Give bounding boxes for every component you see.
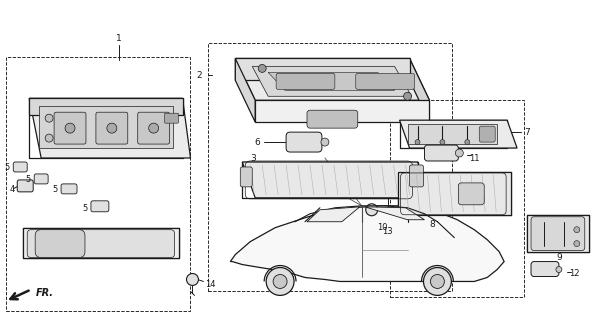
Circle shape [440, 140, 445, 145]
FancyBboxPatch shape [356, 73, 415, 89]
Text: 14: 14 [206, 280, 216, 289]
Circle shape [273, 275, 287, 288]
Text: 2: 2 [197, 71, 203, 80]
FancyBboxPatch shape [96, 112, 127, 144]
FancyBboxPatch shape [165, 113, 179, 123]
FancyBboxPatch shape [54, 112, 86, 144]
FancyBboxPatch shape [531, 261, 559, 276]
FancyBboxPatch shape [35, 230, 85, 258]
Text: 13: 13 [382, 227, 392, 236]
Polygon shape [29, 98, 182, 115]
FancyBboxPatch shape [307, 110, 358, 128]
Polygon shape [231, 206, 504, 282]
Text: 5: 5 [82, 204, 87, 213]
FancyBboxPatch shape [61, 184, 77, 194]
Circle shape [45, 134, 53, 142]
Polygon shape [307, 207, 360, 222]
Circle shape [455, 149, 464, 157]
Text: 10: 10 [377, 223, 387, 232]
Circle shape [65, 123, 75, 133]
Polygon shape [29, 98, 190, 158]
Circle shape [366, 204, 378, 216]
FancyBboxPatch shape [276, 73, 335, 89]
Polygon shape [235, 59, 409, 80]
Circle shape [45, 114, 53, 122]
Text: 1: 1 [116, 34, 121, 43]
Polygon shape [23, 228, 179, 258]
Circle shape [465, 140, 470, 145]
Text: 9: 9 [556, 253, 562, 262]
Polygon shape [268, 72, 395, 90]
Polygon shape [39, 106, 173, 148]
Circle shape [266, 268, 294, 295]
FancyBboxPatch shape [409, 165, 423, 187]
Circle shape [556, 267, 562, 273]
Circle shape [423, 268, 451, 295]
Polygon shape [252, 67, 412, 96]
Circle shape [187, 274, 198, 285]
Circle shape [574, 227, 580, 233]
FancyBboxPatch shape [17, 180, 33, 192]
FancyBboxPatch shape [425, 145, 458, 161]
Text: 12: 12 [569, 269, 579, 278]
Text: 11: 11 [469, 154, 480, 163]
Polygon shape [255, 100, 429, 122]
Circle shape [321, 138, 329, 146]
Text: 5: 5 [52, 185, 57, 194]
Polygon shape [398, 172, 511, 215]
Circle shape [107, 123, 117, 133]
Circle shape [431, 275, 445, 288]
Text: 5: 5 [25, 175, 30, 184]
Bar [209, 43, 453, 292]
FancyBboxPatch shape [13, 162, 27, 172]
Circle shape [574, 241, 580, 247]
Polygon shape [242, 162, 431, 198]
Bar [390, 100, 524, 297]
FancyBboxPatch shape [91, 201, 109, 212]
FancyBboxPatch shape [479, 126, 495, 142]
Bar [6, 58, 190, 311]
Circle shape [415, 140, 420, 145]
FancyBboxPatch shape [138, 112, 170, 144]
FancyBboxPatch shape [240, 167, 252, 187]
Text: 8: 8 [429, 220, 435, 229]
FancyBboxPatch shape [34, 174, 48, 184]
Circle shape [149, 123, 159, 133]
Polygon shape [235, 59, 255, 122]
Text: 5: 5 [4, 164, 10, 172]
Text: 6: 6 [254, 138, 260, 147]
Polygon shape [400, 120, 517, 148]
FancyBboxPatch shape [458, 183, 484, 205]
Text: FR.: FR. [36, 288, 54, 299]
Text: 3: 3 [250, 154, 256, 163]
Text: 4: 4 [9, 185, 15, 194]
Polygon shape [407, 124, 497, 144]
Polygon shape [365, 207, 425, 220]
FancyBboxPatch shape [286, 132, 322, 152]
Polygon shape [235, 59, 429, 100]
FancyBboxPatch shape [27, 230, 174, 258]
Polygon shape [527, 215, 589, 252]
Circle shape [404, 92, 412, 100]
FancyBboxPatch shape [531, 217, 585, 251]
Polygon shape [409, 59, 429, 122]
Text: 7: 7 [524, 128, 530, 137]
Circle shape [258, 64, 266, 72]
